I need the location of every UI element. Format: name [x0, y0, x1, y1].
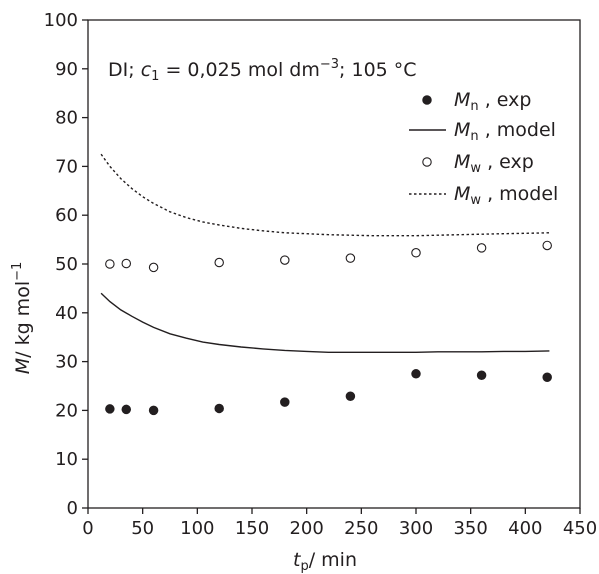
- mw-exp-point: [148, 262, 159, 273]
- y-tick-label: 0: [67, 498, 78, 519]
- y-tick-labels: 0 10 20 30 40 50 60 70 80 90 100: [44, 10, 88, 519]
- legend-label: Mw , exp: [454, 151, 534, 176]
- y-tick-label: 50: [55, 254, 78, 275]
- series-1: [100, 292, 550, 353]
- chart-annotation: DI; c1 = 0,025 mol dm−3; 105 °C: [108, 57, 417, 84]
- mn-exp-point: [476, 370, 487, 381]
- y-tick-label: 10: [55, 449, 78, 470]
- x-tick-label: 0: [82, 518, 93, 539]
- mw-exp-point: [345, 253, 356, 263]
- mn-exp-point: [105, 404, 115, 414]
- series-group: [100, 153, 552, 416]
- legend-item-3: Mw , model: [409, 183, 558, 208]
- legend-item-0: Mn , exp: [422, 89, 531, 114]
- mn-exp-point: [345, 391, 356, 401]
- x-tick-label: 350: [453, 518, 487, 539]
- legend-item-1: Mn , model: [409, 119, 556, 144]
- x-tick-label: 100: [180, 518, 214, 539]
- mn-model-line: [100, 292, 550, 353]
- legend-label: Mn , model: [454, 119, 556, 144]
- y-tick-label: 100: [44, 10, 78, 31]
- mn-exp-point: [411, 369, 421, 379]
- series-2: [105, 240, 552, 273]
- y-tick-label: 70: [55, 156, 78, 177]
- mn-exp-point: [148, 405, 159, 416]
- x-tick-label: 50: [131, 518, 154, 539]
- x-axis-title: tp/ min: [293, 549, 357, 574]
- legend-marker: [422, 157, 432, 167]
- mn-exp-point: [214, 403, 224, 414]
- mw-exp-point: [476, 243, 487, 253]
- mn-exp-point: [121, 404, 132, 415]
- y-tick-label: 90: [55, 59, 78, 80]
- legend-marker: [422, 95, 432, 105]
- x-tick-label: 450: [563, 518, 597, 539]
- mw-exp-point: [214, 257, 224, 268]
- y-tick-label: 40: [55, 303, 78, 324]
- mw-exp-point: [121, 258, 132, 269]
- y-tick-label: 30: [55, 352, 78, 373]
- y-tick-label: 60: [55, 205, 78, 226]
- x-tick-label: 150: [235, 518, 269, 539]
- mw-exp-point: [105, 259, 115, 269]
- series-0: [105, 369, 552, 416]
- x-tick-label: 250: [344, 518, 378, 539]
- mn-exp-point: [542, 372, 552, 382]
- legend-item-2: Mw , exp: [422, 151, 534, 176]
- mn-exp-point: [280, 397, 290, 407]
- mw-exp-point: [542, 240, 552, 251]
- y-axis-title: M/ kg mol−1: [10, 262, 34, 375]
- legend: Mn , exp Mn , model Mw , exp Mw , model: [409, 89, 558, 208]
- legend-label: Mw , model: [454, 183, 558, 208]
- legend-label: Mn , exp: [454, 89, 531, 114]
- y-tick-label: 80: [55, 108, 78, 129]
- x-tick-label: 200: [289, 518, 323, 539]
- mw-exp-point: [411, 248, 421, 258]
- x-tick-label: 300: [399, 518, 433, 539]
- mw-exp-point: [280, 255, 290, 265]
- y-tick-label: 20: [55, 400, 78, 421]
- x-tick-labels: 0 50 100 150 200 250 300 350 400 450: [82, 508, 597, 539]
- x-tick-label: 400: [508, 518, 542, 539]
